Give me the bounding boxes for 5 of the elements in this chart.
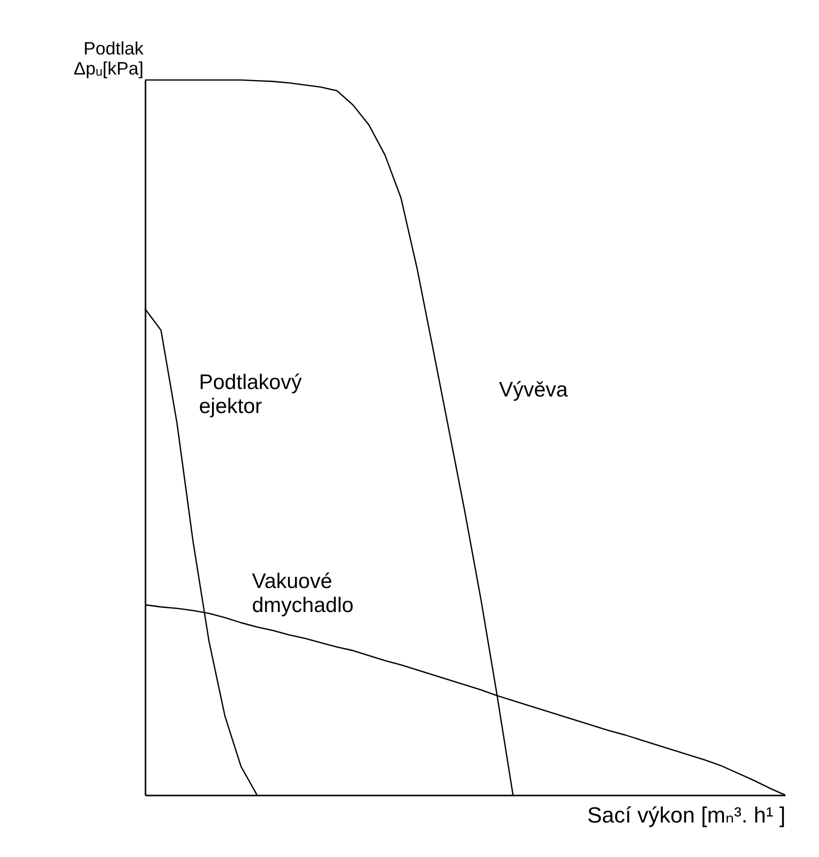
series-label: Podtlakový ejektor [199,371,302,418]
y-axis-title: Podtlak Δpᵤ[kPa] [74,38,144,78]
text: Vývěva [499,378,568,402]
x-axis-title: Sací výkon [mₙ³. h¹ ] [587,802,786,828]
series-label: Vakuové dmychadlo [252,570,354,617]
